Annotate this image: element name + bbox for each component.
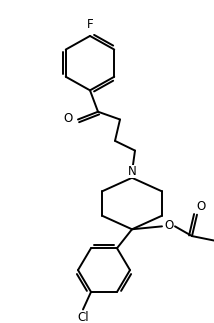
Text: O: O [164, 219, 174, 232]
Text: F: F [87, 18, 93, 31]
Text: O: O [196, 201, 206, 214]
Text: N: N [128, 165, 136, 178]
Text: O: O [63, 112, 73, 125]
Text: Cl: Cl [77, 311, 89, 323]
